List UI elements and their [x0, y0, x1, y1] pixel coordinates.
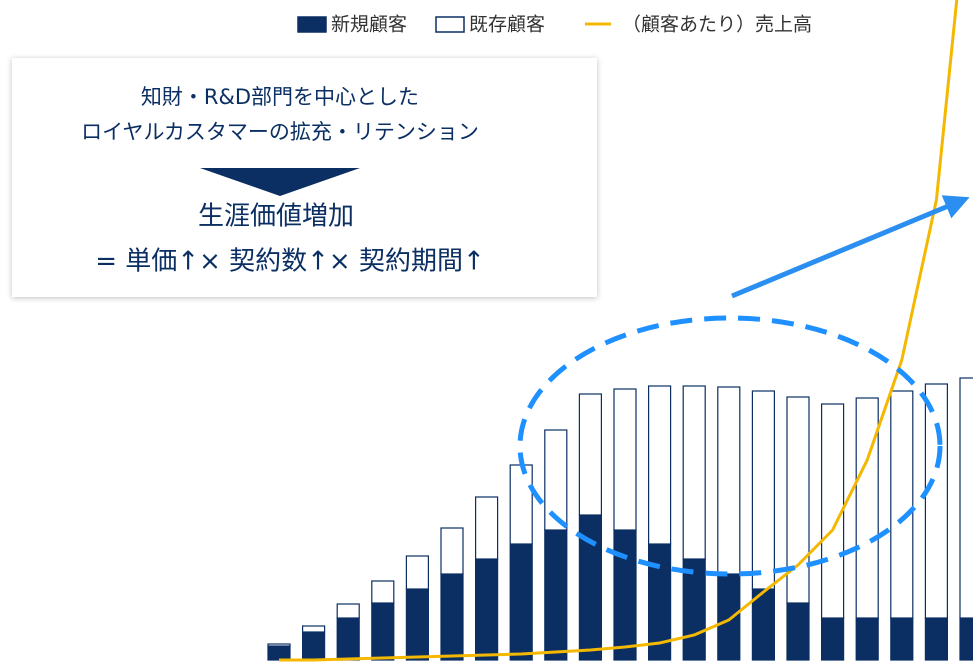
bar-segment	[440, 573, 464, 661]
bar-segment	[267, 643, 291, 647]
plot-area	[267, 0, 973, 662]
bar-segment	[924, 617, 949, 661]
legend-label: （顧客あたり）売上高	[622, 14, 812, 36]
down-arrow	[200, 168, 360, 196]
bar-segment	[855, 617, 879, 661]
line	[279, 0, 959, 662]
bar-segment	[371, 580, 395, 604]
legend-swatch	[435, 16, 465, 33]
bar-segment	[890, 390, 914, 619]
trend-arrow	[731, 195, 970, 299]
bar-segment	[613, 529, 637, 661]
bar-segment	[786, 396, 810, 604]
bar-segment	[890, 617, 914, 661]
bar-segment	[751, 390, 776, 590]
bar-segment	[959, 617, 973, 661]
bar-segment	[302, 631, 326, 661]
bar-segment	[613, 388, 637, 531]
callout-formula: = 単価↑× 契約数↑× 契約期間↑	[95, 247, 485, 277]
legend-label: 既存顧客	[469, 14, 545, 36]
bar-segment	[717, 573, 741, 661]
bar-segment	[544, 429, 568, 531]
bar-segment	[475, 558, 499, 661]
bar-segment	[924, 383, 949, 619]
bar-segment	[647, 385, 672, 545]
bar-segment	[440, 527, 464, 575]
bar-segment	[959, 377, 973, 619]
bar-segment	[820, 617, 845, 661]
bar-segment	[509, 464, 533, 545]
bar-segment	[302, 625, 326, 633]
bar-segment	[267, 645, 291, 661]
bar-segment	[820, 403, 845, 619]
highlight-ellipse	[517, 315, 943, 577]
bar-segment	[578, 393, 603, 516]
bar-segment	[405, 588, 429, 661]
legend-label: 新規顧客	[331, 14, 407, 36]
bar-segment	[544, 529, 568, 661]
bar-segment	[682, 558, 706, 661]
callout-heading: 生涯価値増加	[198, 202, 354, 232]
bar-segment	[717, 386, 741, 575]
callout-line: 知財・R&D部門を中心とした	[141, 85, 419, 109]
bar-segment	[336, 617, 360, 661]
bar-segment	[371, 602, 395, 661]
bar-segment	[336, 603, 360, 619]
callout-line: ロイヤルカスタマーの拡充・リテンション	[81, 120, 479, 144]
bar-segment	[855, 397, 879, 619]
bar-segment	[405, 555, 429, 590]
bar-segment	[509, 543, 533, 661]
bar-segment	[682, 385, 706, 560]
bar-segment	[786, 602, 810, 661]
bar-segment	[475, 496, 499, 560]
legend-swatch	[297, 16, 327, 33]
